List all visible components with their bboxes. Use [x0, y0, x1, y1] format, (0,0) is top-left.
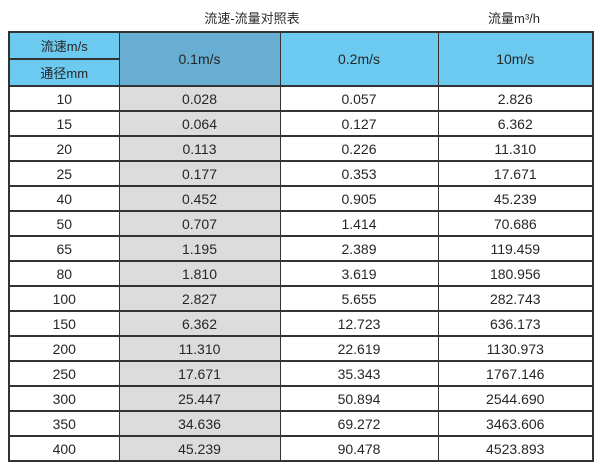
flow-value-0.2ms-cell: 69.272: [279, 410, 439, 437]
title-bar: 流速-流量对照表 流量m³/h: [0, 0, 600, 31]
flow-value-0.2ms-cell: 0.353: [279, 160, 439, 187]
flow-value-10ms-cell: 70.686: [437, 210, 594, 237]
flow-value-0.1ms-cell: 0.113: [118, 135, 281, 162]
flow-value-10ms-cell: 6.362: [437, 110, 594, 137]
flow-value-10ms-cell: 4523.893: [437, 435, 594, 462]
header-column-0.2ms: 0.2m/s: [279, 31, 439, 87]
diameter-cell: 350: [8, 410, 120, 437]
flow-value-10ms-cell: 11.310: [437, 135, 594, 162]
diameter-cell: 50: [8, 210, 120, 237]
header-velocity-label: 流速m/s: [8, 31, 120, 60]
flow-value-10ms-cell: 282.743: [437, 285, 594, 312]
diameter-cell: 100: [8, 285, 120, 312]
header-column-0.1ms: 0.1m/s: [118, 31, 281, 87]
diameter-cell: 15: [8, 110, 120, 137]
flow-value-0.1ms-cell: 1.810: [118, 260, 281, 287]
flow-value-10ms-cell: 45.239: [437, 185, 594, 212]
table-header: 流速m/s 0.1m/s 0.2m/s 10m/s 通径mm: [8, 31, 594, 87]
table-body: 10 0.028 0.057 2.826 15 0.064 0.127 6.36…: [8, 85, 594, 462]
flow-value-10ms-cell: 1130.973: [437, 335, 594, 362]
table-row: 10 0.028 0.057 2.826: [8, 85, 594, 112]
flow-value-0.1ms-cell: 25.447: [118, 385, 281, 412]
flow-value-0.2ms-cell: 90.478: [279, 435, 439, 462]
diameter-cell: 40: [8, 185, 120, 212]
page-title: 流速-流量对照表: [204, 11, 300, 26]
table-row: 100 2.827 5.655 282.743: [8, 285, 594, 312]
header-diameter-label: 通径mm: [8, 58, 120, 87]
table-row: 250 17.671 35.343 1767.146: [8, 360, 594, 387]
flow-value-0.1ms-cell: 1.195: [118, 235, 281, 262]
flow-value-0.2ms-cell: 5.655: [279, 285, 439, 312]
flow-value-0.1ms-cell: 45.239: [118, 435, 281, 462]
diameter-cell: 65: [8, 235, 120, 262]
flow-value-10ms-cell: 119.459: [437, 235, 594, 262]
diameter-cell: 10: [8, 85, 120, 112]
table-row: 350 34.636 69.272 3463.606: [8, 410, 594, 437]
flow-rate-table: 流速m/s 0.1m/s 0.2m/s 10m/s 通径mm 10 0.028 …: [8, 31, 594, 462]
table-row: 300 25.447 50.894 2544.690: [8, 385, 594, 412]
flow-unit-label: 流量m³/h: [487, 11, 541, 26]
flow-value-0.2ms-cell: 12.723: [279, 310, 439, 337]
flow-value-0.2ms-cell: 3.619: [279, 260, 439, 287]
flow-value-0.1ms-cell: 17.671: [118, 360, 281, 387]
header-row-bottom: 通径mm: [8, 58, 593, 87]
table-row: 200 11.310 22.619 1130.973: [8, 335, 594, 362]
diameter-cell: 20: [8, 135, 120, 162]
flow-value-10ms-cell: 17.671: [437, 160, 594, 187]
flow-value-10ms-cell: 3463.606: [437, 410, 594, 437]
diameter-cell: 300: [8, 385, 120, 412]
flow-value-0.1ms-cell: 0.452: [118, 185, 281, 212]
table-row: 80 1.810 3.619 180.956: [8, 260, 594, 287]
flow-value-0.1ms-cell: 2.827: [118, 285, 281, 312]
flow-value-0.2ms-cell: 50.894: [279, 385, 439, 412]
flow-value-0.1ms-cell: 0.707: [118, 210, 281, 237]
flow-value-10ms-cell: 636.173: [437, 310, 594, 337]
flow-value-0.2ms-cell: 22.619: [279, 335, 439, 362]
header-row-top: 流速m/s 0.1m/s 0.2m/s 10m/s: [8, 31, 594, 87]
table-row: 400 45.239 90.478 4523.893: [8, 435, 594, 462]
table-row: 65 1.195 2.389 119.459: [8, 235, 594, 262]
table-row: 150 6.362 12.723 636.173: [8, 310, 594, 337]
diameter-cell: 250: [8, 360, 120, 387]
flow-value-0.2ms-cell: 0.057: [279, 85, 439, 112]
diameter-cell: 400: [8, 435, 120, 462]
flow-value-0.1ms-cell: 11.310: [118, 335, 281, 362]
flow-value-0.2ms-cell: 0.226: [279, 135, 439, 162]
table-row: 20 0.113 0.226 11.310: [8, 135, 594, 162]
flow-value-0.2ms-cell: 0.127: [279, 110, 439, 137]
flow-value-0.1ms-cell: 0.064: [118, 110, 281, 137]
flow-value-0.2ms-cell: 0.905: [279, 185, 439, 212]
diameter-cell: 200: [8, 335, 120, 362]
table-row: 50 0.707 1.414 70.686: [8, 210, 594, 237]
diameter-cell: 150: [8, 310, 120, 337]
flow-value-0.2ms-cell: 2.389: [279, 235, 439, 262]
flow-value-0.2ms-cell: 1.414: [279, 210, 439, 237]
diameter-cell: 25: [8, 160, 120, 187]
diameter-cell: 80: [8, 260, 120, 287]
flow-value-10ms-cell: 2544.690: [437, 385, 594, 412]
flow-value-0.1ms-cell: 0.177: [118, 160, 281, 187]
flow-value-0.1ms-cell: 0.028: [118, 85, 281, 112]
flow-value-10ms-cell: 2.826: [437, 85, 594, 112]
flow-value-0.2ms-cell: 35.343: [279, 360, 439, 387]
flow-value-10ms-cell: 180.956: [437, 260, 594, 287]
flow-value-0.1ms-cell: 6.362: [118, 310, 281, 337]
table-row: 40 0.452 0.905 45.239: [8, 185, 594, 212]
flow-value-10ms-cell: 1767.146: [437, 360, 594, 387]
table-row: 15 0.064 0.127 6.362: [8, 110, 594, 137]
header-column-10ms: 10m/s: [437, 31, 594, 87]
table-row: 25 0.177 0.353 17.671: [8, 160, 594, 187]
flow-value-0.1ms-cell: 34.636: [118, 410, 281, 437]
